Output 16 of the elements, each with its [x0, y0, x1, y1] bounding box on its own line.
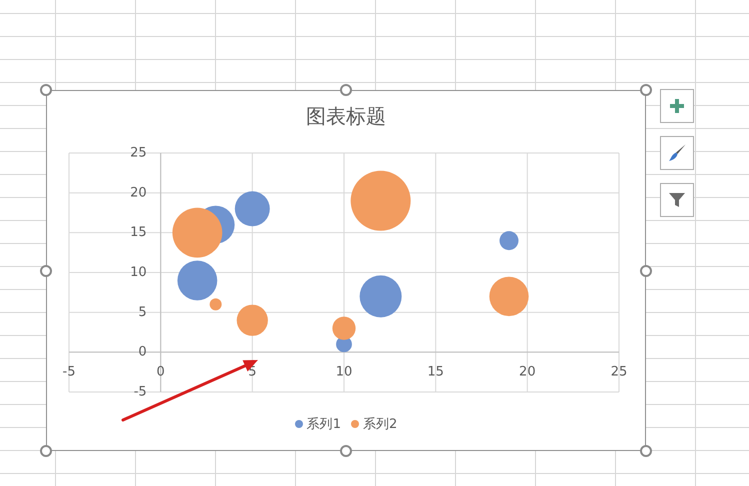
y-tick-label: -5: [134, 384, 147, 400]
y-tick-label: 0: [138, 344, 147, 360]
y-tick-label: 10: [130, 265, 147, 280]
x-tick-label: -5: [62, 364, 76, 380]
x-tick-label: 20: [519, 364, 536, 380]
x-tick-label: 0: [156, 364, 165, 380]
y-tick-label: 15: [130, 225, 147, 240]
legend-label: 系列1: [306, 416, 341, 433]
chart-title: 图表标题: [305, 103, 387, 130]
legend-label: 系列2: [363, 416, 398, 433]
y-tick-label: 5: [138, 304, 147, 320]
x-tick-label: 15: [427, 364, 444, 380]
y-tick-label: 20: [130, 185, 147, 200]
y-tick-label: 25: [130, 146, 147, 160]
x-tick-label: 25: [610, 364, 628, 380]
x-tick-label: 10: [336, 364, 352, 380]
